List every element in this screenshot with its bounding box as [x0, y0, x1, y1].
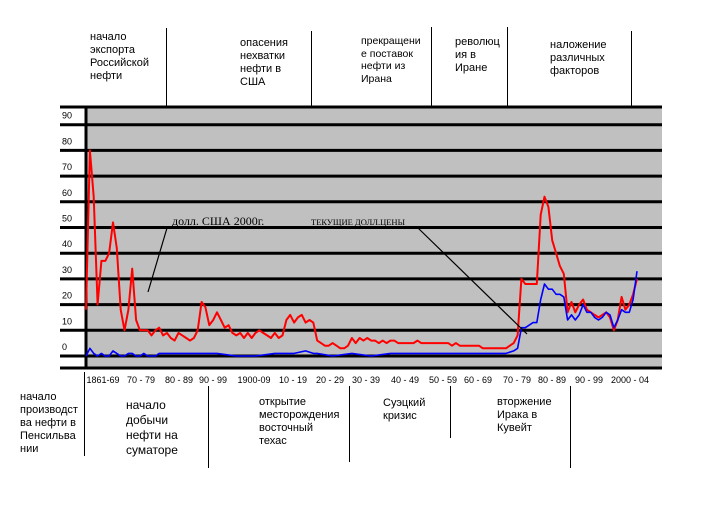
y-tick-label-50: 50: [62, 214, 72, 224]
annotation-kuwait-invasion: вторжение Ирака в Кувейт: [497, 396, 552, 434]
x-tick-label: 70 - 79: [503, 375, 531, 385]
annotation-sumatra-start: начало добычи нефти на суматоре: [126, 398, 178, 457]
leader-bottom-5: [570, 386, 571, 468]
grid-layer: [60, 105, 662, 370]
callout-pointer-real: [147, 227, 168, 293]
leader-top-1: [166, 28, 167, 106]
x-tick-label: 2000 - 04: [611, 375, 649, 385]
series-line-real-2000-usd: [85, 149, 638, 350]
leader-bottom-4: [450, 386, 451, 438]
x-tick-label: 90 - 99: [199, 375, 227, 385]
y-tick-label-60: 60: [62, 188, 72, 198]
x-tick-label: 30 - 39: [352, 375, 380, 385]
y-tick-label-20: 20: [62, 291, 72, 301]
annotation-us-shortage-fears: опасения нехватки нефти в США: [240, 37, 288, 88]
series-layer: [85, 149, 638, 357]
series-line-nominal-usd: [85, 271, 638, 357]
y-tick-label-0: 0: [62, 342, 67, 352]
leader-top-4: [507, 27, 508, 106]
y-tick-label-30: 30: [62, 265, 72, 275]
y-tick-label-70: 70: [62, 162, 72, 172]
annotation-multiple-factors: наложение различных факторов: [550, 39, 607, 77]
leader-bottom-1: [84, 372, 85, 456]
annotation-iran-revolution: революц ия в Иране: [455, 36, 500, 74]
x-tick-label: 1900-09: [237, 375, 270, 385]
x-tick-label: 1861-69: [86, 375, 119, 385]
y-tick-label-90: 90: [62, 111, 72, 121]
x-tick-label: 40 - 49: [391, 375, 419, 385]
x-tick-label: 20 - 29: [316, 375, 344, 385]
annotation-iran-supply-cutoff: прекращени е поставок нефти из Ирана: [361, 35, 421, 85]
x-tick-label: 70 - 79: [127, 375, 155, 385]
leader-top-2: [311, 31, 312, 106]
y-tick-label-80: 80: [62, 136, 72, 146]
x-tick-label: 10 - 19: [279, 375, 307, 385]
leader-top-5: [631, 31, 632, 106]
callout-pointer-nominal: [417, 227, 528, 335]
leader-bottom-2: [208, 386, 209, 468]
x-tick-label: 80 - 89: [165, 375, 193, 385]
x-tick-label: 80 - 89: [538, 375, 566, 385]
y-tick-label-10: 10: [62, 316, 72, 326]
annotation-pennsylvania-start: начало производст ва нефти в Пенсильва н…: [20, 391, 78, 455]
series-label-real-2000-usd: долл. США 2000г.: [172, 214, 264, 228]
label-layer: 0 10 20 30 40 50 60 70 80 90 1861-69 70 - 79 80 - 89…: [62, 111, 649, 385]
x-tick-label: 60 - 69: [464, 375, 492, 385]
leader-top-3: [431, 27, 432, 106]
y-tick-label-40: 40: [62, 239, 72, 249]
annotation-east-texas: открытие месторождения восточный техас: [259, 396, 340, 447]
x-tick-label: 90 - 99: [575, 375, 603, 385]
annotation-russian-export: начало экспорта Российской нефти: [90, 31, 149, 82]
x-tick-label: 50 - 59: [429, 375, 457, 385]
series-label-nominal-usd: ТЕКУЩИЕ ДОЛЛ.ЦЕНЫ: [311, 217, 406, 227]
annotation-suez-crisis: Суэцкий кризис: [383, 397, 426, 422]
leader-bottom-3: [349, 386, 350, 462]
